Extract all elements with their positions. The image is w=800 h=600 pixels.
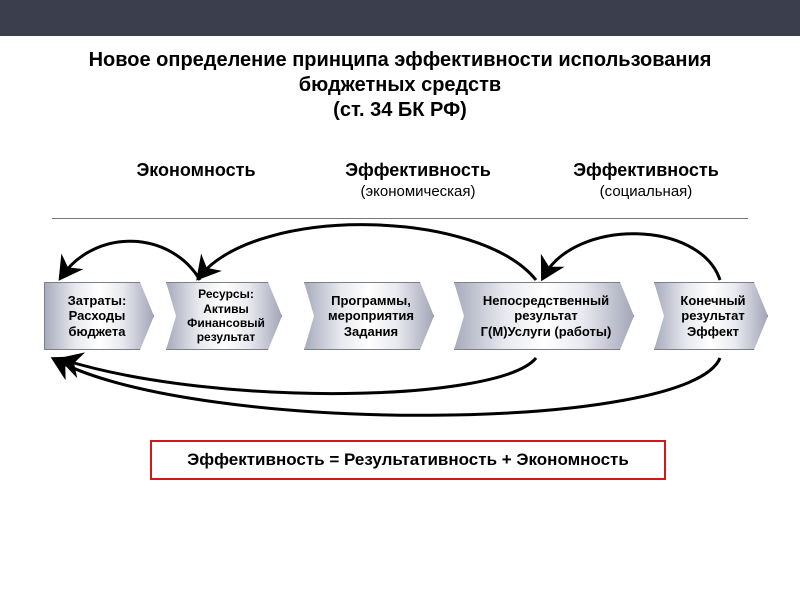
chevron-text: результат xyxy=(197,330,256,344)
arrow-econ xyxy=(62,241,200,280)
title-line-3: (ст. 34 БК РФ) xyxy=(0,98,800,123)
category-economy: Экономность xyxy=(86,160,306,183)
chevron-text: Затраты: xyxy=(68,293,127,308)
chevron-text: Непосредственный xyxy=(483,293,609,308)
formula-text: Эффективность = Результативность + Эконо… xyxy=(187,450,629,469)
divider xyxy=(52,218,748,219)
chevron-text: Задания xyxy=(344,324,398,339)
arrow-resultativeness xyxy=(64,358,536,394)
arrow-eff-social xyxy=(544,234,720,280)
title-line-1: Новое определение принципа эффективности… xyxy=(0,48,800,73)
category-sublabel: (экономическая) xyxy=(308,183,528,200)
page-title: Новое определение принципа эффективности… xyxy=(0,48,800,123)
category-row: Экономность Эффективность (экономическая… xyxy=(60,160,740,216)
arrow-eff-econ xyxy=(200,225,536,280)
chevron-programs: Программы, мероприятия Задания xyxy=(304,282,434,350)
chevron-text: бюджета xyxy=(69,324,126,339)
arrow-efficiency-overall xyxy=(56,358,720,415)
chevron-text: результат xyxy=(514,308,577,323)
chevron-text: Эффект xyxy=(687,324,739,339)
chevron-text: Расходы xyxy=(69,308,126,323)
chevron-text: Г(М)Услуги (работы) xyxy=(481,324,612,339)
chevron-direct-result: Непосредственный результат Г(М)Услуги (р… xyxy=(454,282,634,350)
chevron-resources: Ресурсы: Активы Финансовый результат xyxy=(166,282,282,350)
category-label: Эффективность xyxy=(308,160,528,181)
category-efficiency-social: Эффективность (социальная) xyxy=(536,160,756,200)
chevron-final-result: Конечный результат Эффект xyxy=(654,282,768,350)
category-sublabel: (социальная) xyxy=(536,183,756,200)
category-label: Экономность xyxy=(86,160,306,181)
chevron-row: Затраты: Расходы бюджета Ресурсы: Активы… xyxy=(44,282,780,356)
chevron-text: Ресурсы: xyxy=(198,287,254,301)
chevron-text: результат xyxy=(681,308,744,323)
chevron-text: Активы xyxy=(203,302,249,316)
chevron-text: мероприятия xyxy=(328,308,414,323)
chevron-text: Программы, xyxy=(331,293,411,308)
title-line-2: бюджетных средств xyxy=(0,73,800,98)
top-stripe xyxy=(0,0,800,36)
chevron-text: Конечный xyxy=(680,293,745,308)
chevron-text: Финансовый xyxy=(187,316,265,330)
category-efficiency-econ: Эффективность (экономическая) xyxy=(308,160,528,200)
formula-box: Эффективность = Результативность + Эконо… xyxy=(150,440,666,480)
chevron-costs: Затраты: Расходы бюджета xyxy=(44,282,154,350)
category-label: Эффективность xyxy=(536,160,756,181)
